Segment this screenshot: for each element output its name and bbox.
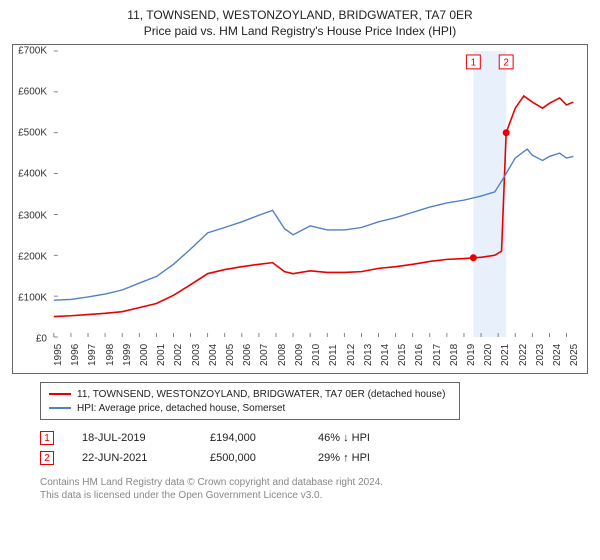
legend-swatch	[49, 393, 71, 395]
y-tick-label: £200K	[11, 251, 47, 262]
legend-swatch	[49, 407, 71, 409]
figure-container: 11, TOWNSEND, WESTONZOYLAND, BRIDGWATER,…	[0, 0, 600, 506]
x-tick-label: 2009	[294, 344, 305, 366]
footer-line2: This data is licensed under the Open Gov…	[40, 489, 588, 502]
sale-delta: 46% ↓ HPI	[318, 432, 418, 444]
y-tick-label: £0	[11, 334, 47, 345]
sale-date: 18-JUL-2019	[82, 432, 182, 444]
plot-svg: 12	[53, 51, 581, 337]
x-tick-label: 2010	[311, 344, 322, 366]
sales-table: 1 18-JUL-2019 £194,000 46% ↓ HPI 2 22-JUN-202…	[40, 428, 588, 468]
x-tick-label: 2005	[225, 344, 236, 366]
footer-line1: Contains HM Land Registry data © Crown c…	[40, 476, 588, 489]
x-tick-label: 2000	[139, 344, 150, 366]
x-tick-label: 2007	[259, 344, 270, 366]
sale-date: 22-JUN-2021	[82, 452, 182, 464]
sale-marker-num-1: 1	[471, 58, 477, 69]
title-address: 11, TOWNSEND, WESTONZOYLAND, BRIDGWATER,…	[12, 8, 588, 22]
x-tick-label: 1999	[122, 344, 133, 366]
y-tick-label: £300K	[11, 210, 47, 221]
x-tick-label: 2019	[466, 344, 477, 366]
y-tick-label: £600K	[11, 87, 47, 98]
x-tick-label: 2008	[277, 344, 288, 366]
sale-row: 2 22-JUN-2021 £500,000 29% ↑ HPI	[40, 448, 588, 468]
sale-dot-1	[470, 254, 477, 261]
x-tick-label: 2012	[346, 344, 357, 366]
x-tick-label: 2006	[242, 344, 253, 366]
x-tick-label: 1996	[70, 344, 81, 366]
x-tick-label: 1995	[53, 344, 64, 366]
plot-area: 12	[53, 51, 581, 337]
legend-label: HPI: Average price, detached house, Some…	[77, 403, 285, 414]
y-tick-label: £500K	[11, 128, 47, 139]
x-tick-label: 1998	[105, 344, 116, 366]
x-tick-label: 2017	[432, 344, 443, 366]
x-tick-label: 2025	[569, 344, 580, 366]
legend-label: 11, TOWNSEND, WESTONZOYLAND, BRIDGWATER,…	[77, 389, 445, 400]
x-tick-label: 1997	[87, 344, 98, 366]
legend-box: 11, TOWNSEND, WESTONZOYLAND, BRIDGWATER,…	[40, 382, 460, 420]
y-tick-label: £100K	[11, 292, 47, 303]
x-tick-label: 2016	[414, 344, 425, 366]
footer-attribution: Contains HM Land Registry data © Crown c…	[40, 476, 588, 502]
legend-row: 11, TOWNSEND, WESTONZOYLAND, BRIDGWATER,…	[49, 387, 451, 401]
legend-row: HPI: Average price, detached house, Some…	[49, 401, 451, 415]
x-tick-label: 2020	[483, 344, 494, 366]
x-tick-label: 2022	[518, 344, 529, 366]
x-tick-label: 2004	[208, 344, 219, 366]
sale-row-marker: 1	[40, 431, 54, 445]
x-tick-label: 2024	[552, 344, 563, 366]
x-tick-label: 2018	[449, 344, 460, 366]
x-tick-label: 2002	[173, 344, 184, 366]
x-tick-label: 2014	[380, 344, 391, 366]
sale-dot-2	[503, 129, 510, 136]
title-subtitle: Price paid vs. HM Land Registry's House …	[12, 24, 588, 38]
sale-price: £500,000	[210, 452, 290, 464]
sale-marker-num-2: 2	[503, 58, 509, 69]
y-tick-label: £400K	[11, 169, 47, 180]
x-tick-label: 2021	[500, 344, 511, 366]
x-tick-label: 2011	[328, 344, 339, 366]
sale-price: £194,000	[210, 432, 290, 444]
x-tick-label: 2003	[191, 344, 202, 366]
sale-row: 1 18-JUL-2019 £194,000 46% ↓ HPI	[40, 428, 588, 448]
x-tick-label: 2013	[363, 344, 374, 366]
y-tick-label: £700K	[11, 46, 47, 57]
x-tick-label: 2001	[156, 344, 167, 366]
sale-delta: 29% ↑ HPI	[318, 452, 418, 464]
chart-box: £0 £100K £200K £300K £400K £500K £600K £700K 19…	[12, 44, 588, 374]
x-tick-label: 2023	[535, 344, 546, 366]
sale-row-marker: 2	[40, 451, 54, 465]
x-tick-label: 2015	[397, 344, 408, 366]
title-block: 11, TOWNSEND, WESTONZOYLAND, BRIDGWATER,…	[12, 8, 588, 38]
